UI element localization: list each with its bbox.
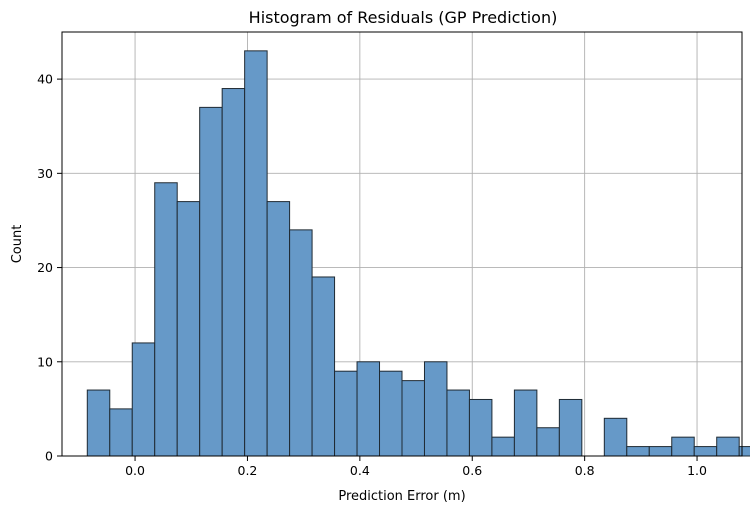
x-tick-label: 0.0: [125, 463, 145, 478]
histogram-bar: [311, 276, 336, 457]
histogram-bar: [379, 370, 403, 457]
histogram-bar: [356, 361, 381, 457]
histogram-bar: [626, 446, 650, 457]
histogram-bar: [536, 427, 560, 457]
histogram-bar: [558, 398, 583, 457]
histogram-bar: [154, 182, 178, 457]
histogram-bar: [221, 88, 246, 457]
histogram-bar: [86, 389, 111, 457]
y-tick-label: 0: [45, 449, 53, 464]
y-tick-label: 40: [37, 72, 53, 87]
x-axis-label: Prediction Error (m): [338, 489, 465, 504]
histogram-bar: [289, 229, 313, 457]
histogram-bar: [176, 201, 201, 457]
histogram-bar: [266, 201, 291, 457]
histogram-bar: [603, 417, 628, 457]
histogram-bar: [423, 361, 448, 457]
x-tick-label: 0.2: [238, 463, 258, 478]
histogram-bar: [109, 408, 133, 457]
histogram-bar: [468, 398, 493, 457]
y-tick-label: 30: [37, 166, 53, 181]
histogram-bar: [648, 446, 673, 457]
histogram-bar: [716, 436, 740, 457]
histogram-bar: [334, 370, 358, 457]
histogram-bar: [671, 436, 695, 457]
histogram-bar: [446, 389, 470, 457]
histogram-bar: [491, 436, 515, 457]
histogram-bar: [131, 342, 156, 457]
plot-frame: [61, 31, 743, 457]
x-tick-label: 0.8: [575, 463, 595, 478]
histogram-bar: [401, 380, 425, 457]
histogram-bar: [199, 106, 223, 457]
x-tick-label: 0.6: [462, 463, 482, 478]
histogram-bar: [693, 446, 718, 457]
histogram-bar: [513, 389, 538, 457]
y-tick-label: 20: [37, 260, 53, 275]
y-axis-label: Count: [10, 225, 25, 264]
x-tick-label: 1.0: [687, 463, 707, 478]
histogram-bar: [244, 50, 268, 457]
histogram-bar: [738, 446, 750, 457]
y-tick-label: 10: [37, 354, 53, 369]
chart-title: Histogram of Residuals (GP Prediction): [249, 8, 558, 27]
x-tick-label: 0.4: [350, 463, 370, 478]
bars-layer: [86, 50, 750, 457]
ticks-layer: 0.0 0.2 0.4 0.6 0.8 1.0 0 10 20 30 40: [37, 72, 707, 478]
